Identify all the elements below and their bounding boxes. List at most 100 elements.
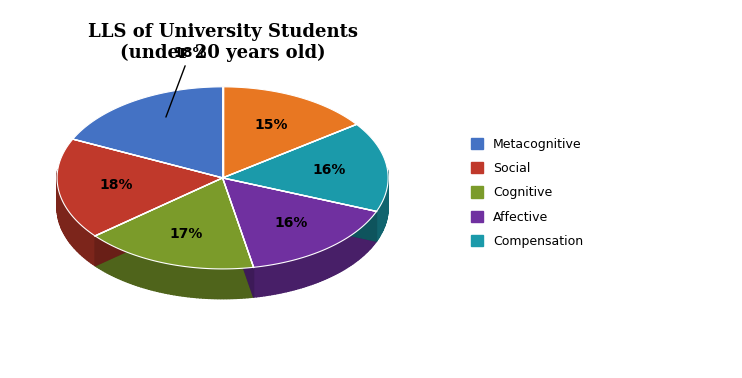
Polygon shape bbox=[257, 266, 259, 297]
Polygon shape bbox=[206, 268, 209, 298]
Polygon shape bbox=[325, 248, 327, 279]
Polygon shape bbox=[188, 267, 191, 297]
Polygon shape bbox=[76, 220, 77, 251]
Polygon shape bbox=[143, 258, 146, 288]
Polygon shape bbox=[57, 139, 223, 236]
Polygon shape bbox=[351, 234, 352, 265]
Text: 15%: 15% bbox=[255, 118, 288, 132]
Polygon shape bbox=[280, 263, 283, 293]
Polygon shape bbox=[177, 265, 180, 296]
Polygon shape bbox=[223, 124, 388, 211]
Polygon shape bbox=[63, 202, 64, 234]
Polygon shape bbox=[227, 269, 230, 299]
Polygon shape bbox=[374, 213, 375, 244]
Polygon shape bbox=[191, 267, 194, 297]
Polygon shape bbox=[368, 220, 370, 251]
Polygon shape bbox=[347, 237, 349, 268]
Polygon shape bbox=[154, 261, 157, 291]
Polygon shape bbox=[114, 246, 116, 277]
Polygon shape bbox=[224, 269, 227, 299]
Polygon shape bbox=[89, 232, 91, 263]
Polygon shape bbox=[296, 259, 299, 289]
Polygon shape bbox=[278, 263, 280, 293]
Polygon shape bbox=[223, 87, 356, 178]
Polygon shape bbox=[162, 263, 165, 293]
Polygon shape bbox=[267, 265, 270, 295]
Polygon shape bbox=[361, 226, 362, 258]
Polygon shape bbox=[223, 178, 376, 267]
Polygon shape bbox=[340, 241, 341, 272]
Polygon shape bbox=[309, 255, 311, 285]
Polygon shape bbox=[194, 268, 197, 297]
Polygon shape bbox=[381, 203, 382, 234]
Polygon shape bbox=[68, 211, 69, 242]
Polygon shape bbox=[174, 265, 177, 295]
Polygon shape bbox=[131, 254, 133, 284]
Polygon shape bbox=[180, 266, 183, 296]
Polygon shape bbox=[230, 269, 233, 299]
Polygon shape bbox=[128, 253, 131, 284]
Polygon shape bbox=[335, 243, 338, 274]
Polygon shape bbox=[77, 222, 79, 253]
Polygon shape bbox=[262, 266, 265, 296]
Polygon shape bbox=[299, 258, 301, 288]
Polygon shape bbox=[382, 201, 383, 232]
Polygon shape bbox=[254, 267, 257, 297]
Polygon shape bbox=[108, 243, 109, 274]
Polygon shape bbox=[62, 200, 63, 232]
Polygon shape bbox=[338, 242, 340, 273]
Polygon shape bbox=[218, 269, 221, 299]
Polygon shape bbox=[74, 218, 76, 250]
Polygon shape bbox=[323, 249, 325, 280]
Polygon shape bbox=[294, 259, 296, 290]
Polygon shape bbox=[223, 178, 376, 241]
Polygon shape bbox=[376, 210, 378, 241]
Polygon shape bbox=[212, 269, 215, 299]
Polygon shape bbox=[265, 265, 267, 296]
Polygon shape bbox=[82, 226, 84, 257]
Polygon shape bbox=[95, 178, 223, 266]
Polygon shape bbox=[333, 245, 335, 275]
Polygon shape bbox=[160, 262, 162, 293]
Polygon shape bbox=[93, 235, 95, 266]
Text: LLS of University Students
(under 20 years old): LLS of University Students (under 20 yea… bbox=[88, 23, 358, 62]
Polygon shape bbox=[186, 266, 188, 297]
Polygon shape bbox=[66, 207, 67, 239]
Polygon shape bbox=[289, 261, 291, 291]
Polygon shape bbox=[119, 249, 121, 279]
Polygon shape bbox=[373, 214, 374, 245]
Polygon shape bbox=[136, 255, 138, 286]
Polygon shape bbox=[248, 268, 251, 297]
Polygon shape bbox=[111, 245, 114, 276]
Polygon shape bbox=[99, 239, 101, 270]
Polygon shape bbox=[157, 262, 160, 292]
Polygon shape bbox=[313, 253, 315, 284]
Polygon shape bbox=[346, 238, 347, 269]
Polygon shape bbox=[251, 267, 254, 297]
Polygon shape bbox=[223, 178, 254, 297]
Polygon shape bbox=[69, 212, 70, 243]
Polygon shape bbox=[329, 246, 332, 277]
Polygon shape bbox=[321, 251, 323, 281]
Polygon shape bbox=[301, 257, 303, 288]
Text: 16%: 16% bbox=[312, 163, 346, 177]
Polygon shape bbox=[273, 264, 275, 294]
Polygon shape bbox=[101, 240, 103, 271]
Polygon shape bbox=[85, 229, 88, 260]
Polygon shape bbox=[121, 249, 123, 280]
Polygon shape bbox=[356, 231, 358, 262]
Polygon shape bbox=[372, 216, 373, 247]
Polygon shape bbox=[275, 263, 278, 294]
Polygon shape bbox=[95, 236, 97, 267]
Polygon shape bbox=[286, 261, 289, 292]
Polygon shape bbox=[223, 178, 254, 297]
Polygon shape bbox=[168, 264, 171, 294]
Polygon shape bbox=[367, 221, 368, 253]
Polygon shape bbox=[103, 241, 105, 272]
Polygon shape bbox=[364, 224, 365, 255]
Legend: Metacognitive, Social, Cognitive, Affective, Compensation: Metacognitive, Social, Cognitive, Affect… bbox=[465, 133, 588, 253]
Polygon shape bbox=[123, 251, 125, 282]
Polygon shape bbox=[146, 259, 148, 289]
Polygon shape bbox=[95, 178, 223, 266]
Polygon shape bbox=[359, 228, 361, 259]
